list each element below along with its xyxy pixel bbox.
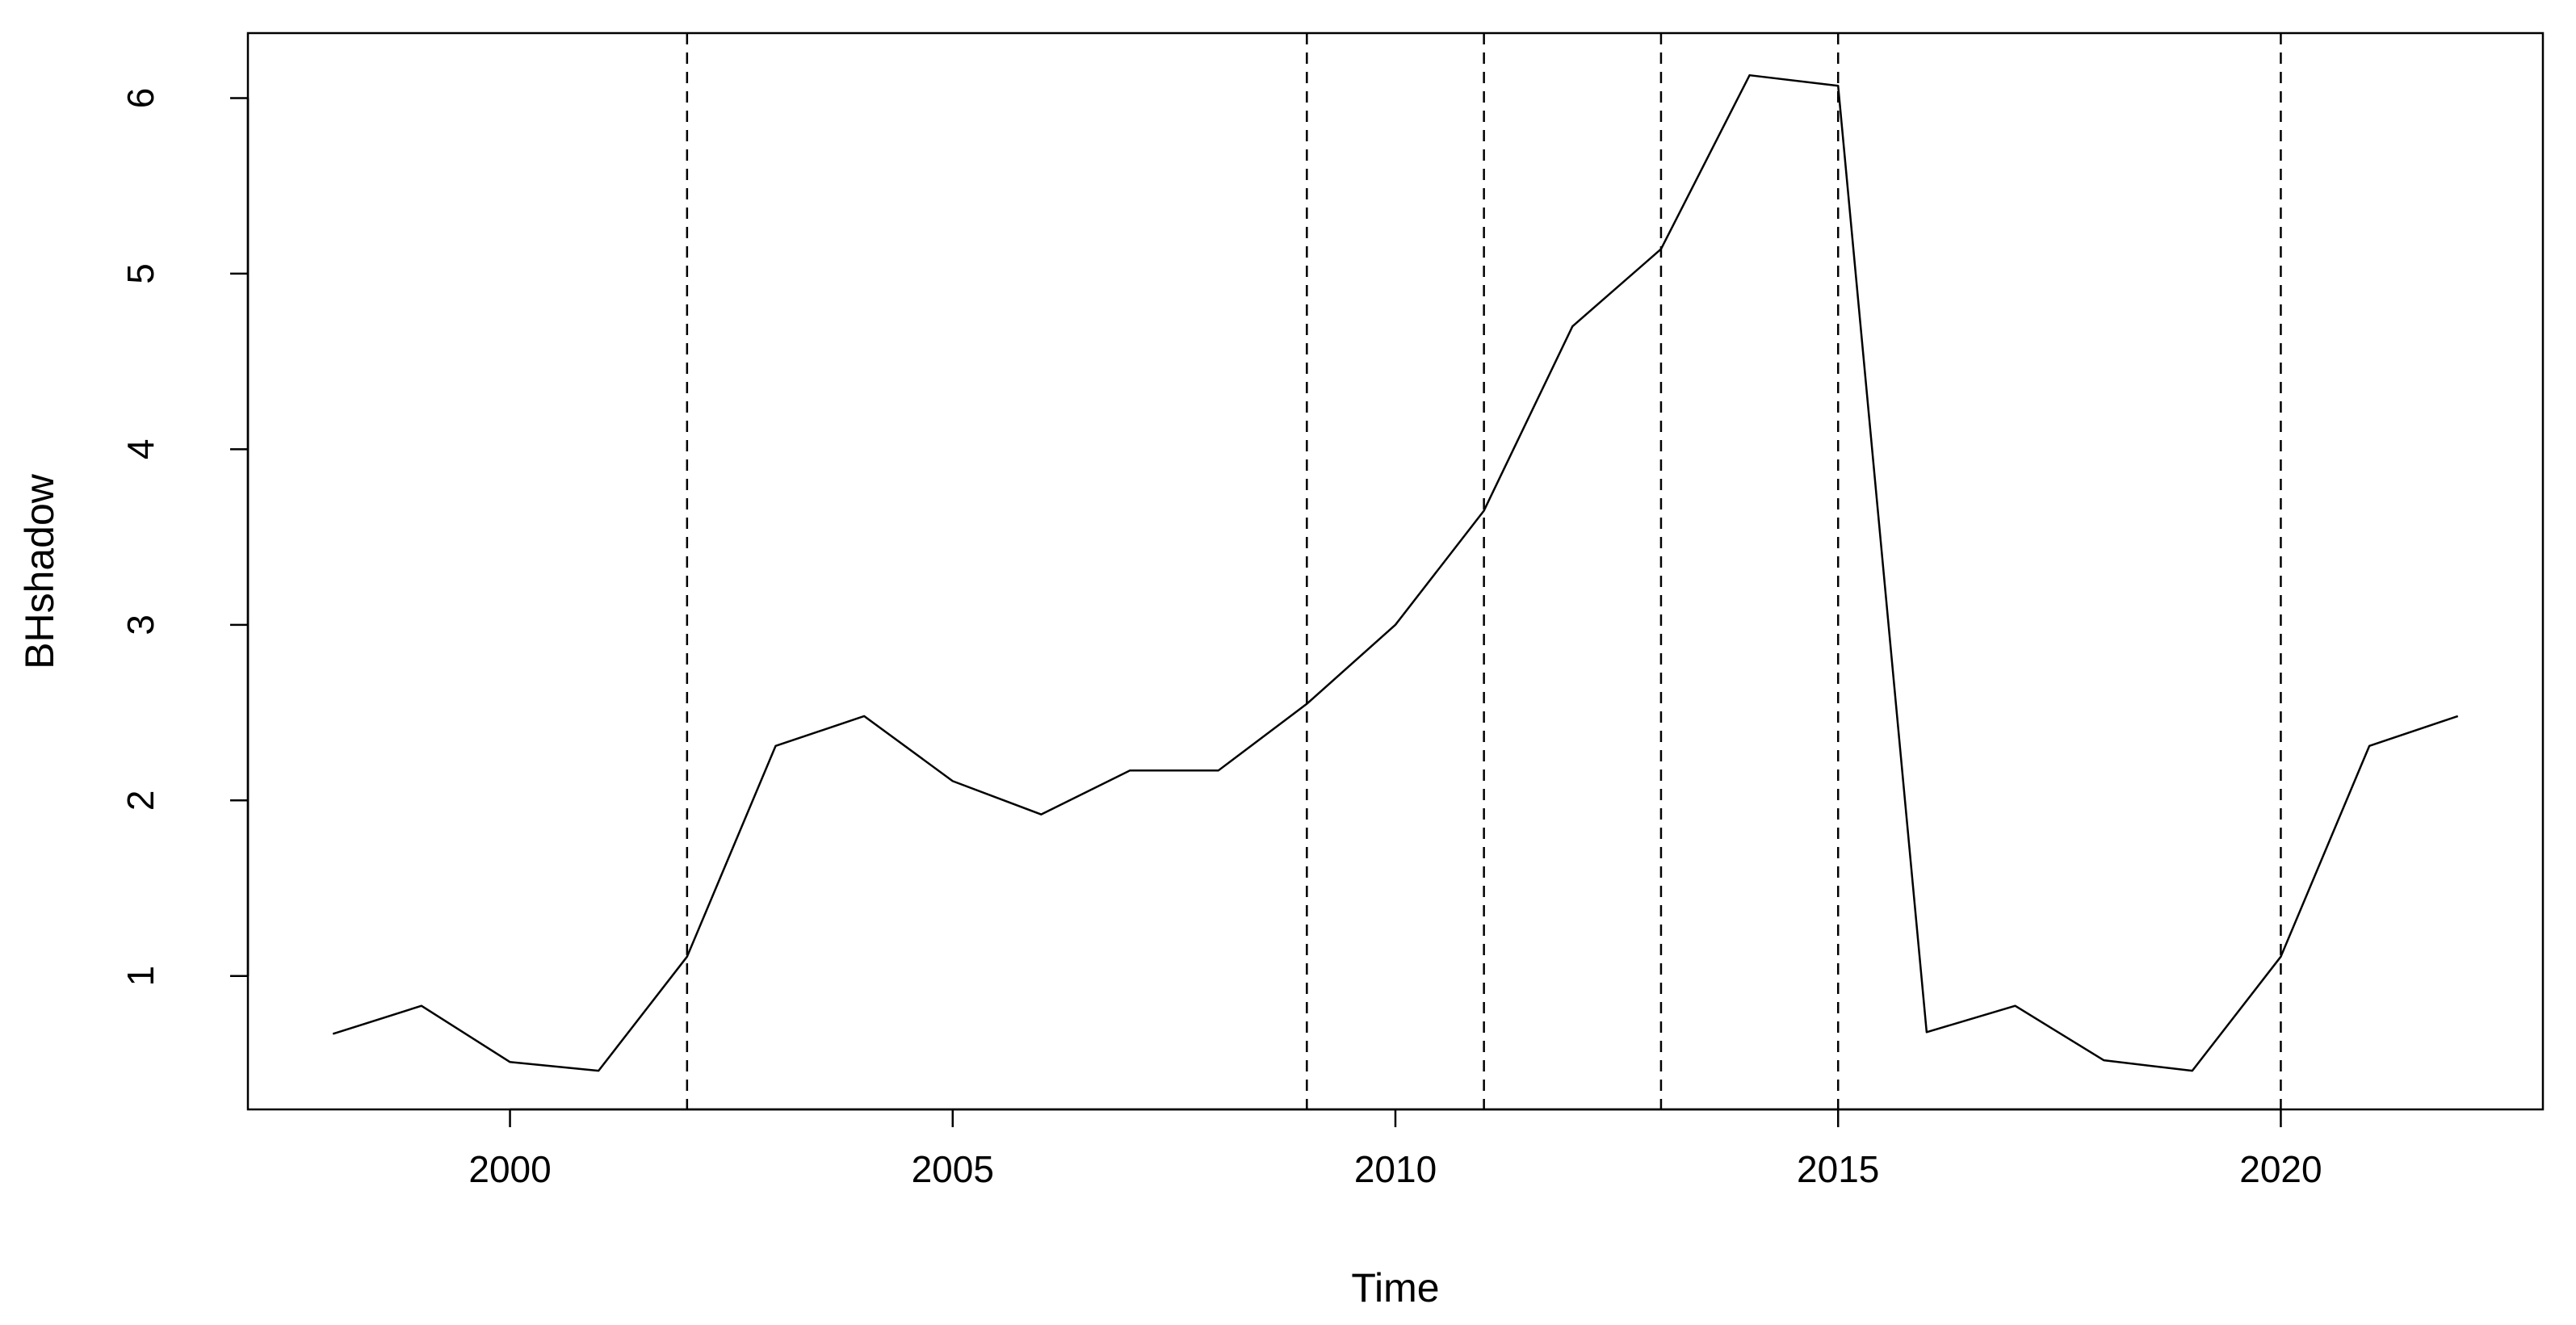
x-tick-label: 2005 <box>912 1148 994 1190</box>
x-axis-title: Time <box>1351 1265 1439 1310</box>
y-axis-title: BHshadow <box>17 473 62 669</box>
x-tick-label: 2015 <box>1797 1148 1879 1190</box>
x-tick-label: 2000 <box>468 1148 551 1190</box>
x-tick-label: 2020 <box>2239 1148 2322 1190</box>
y-tick-label: 3 <box>120 614 162 635</box>
data-line <box>332 73 2459 1072</box>
y-tick-label: 5 <box>120 263 162 284</box>
y-tick-label: 6 <box>120 88 162 109</box>
y-tick-label: 2 <box>120 790 162 811</box>
y-tick-label: 4 <box>120 439 162 460</box>
plot-box <box>246 31 2545 1111</box>
y-tick-label: 1 <box>120 966 162 987</box>
x-tick-label: 2010 <box>1354 1148 1437 1190</box>
